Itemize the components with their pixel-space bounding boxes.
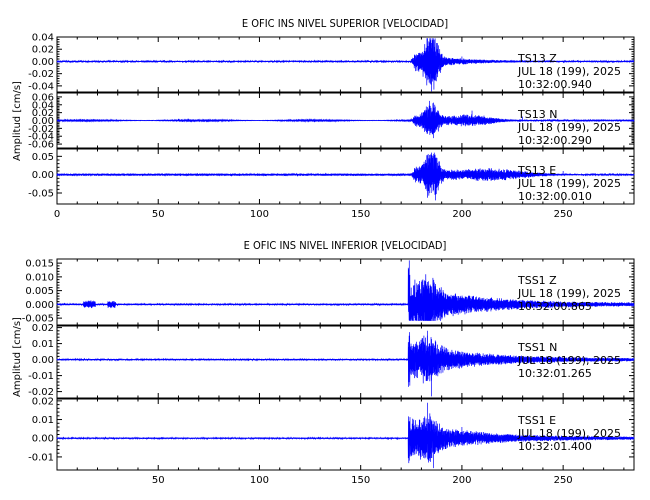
panel-upper-n-date-label: JUL 18 (199), 2025	[517, 121, 621, 134]
panel-upper-e-trace	[56, 152, 635, 201]
panel-upper-n-y-tick-label: 0.00	[32, 116, 54, 127]
x-tick-label: 200	[452, 475, 471, 486]
x-tick-label: 250	[554, 209, 573, 220]
panel-upper-n-y-tick-label: 0.04	[32, 100, 54, 111]
panel-lower-n-y-tick-label: 0.01	[32, 339, 54, 350]
x-tick-label: 100	[250, 209, 269, 220]
panel-lower-e-time-label: 10:32:01.400	[518, 440, 592, 453]
panel-lower-e-y-tick-label: -0.01	[28, 452, 54, 463]
panel-lower-e-y-tick-label: 0.02	[32, 396, 54, 407]
panel-upper-z-time-label: 10:32:00.940	[518, 78, 592, 91]
x-tick-label: 0	[54, 209, 60, 220]
panel-lower-e-date-label: JUL 18 (199), 2025	[517, 427, 621, 440]
panel-lower-n-y-tick-label: -0.01	[28, 371, 54, 382]
panel-lower-z-y-tick-label: 0.000	[25, 300, 54, 311]
panel-upper-n-station-label: TS13 N	[517, 108, 557, 121]
x-tick-label: 100	[250, 475, 269, 486]
panel-upper-n-time-label: 10:32:00.290	[518, 134, 592, 147]
panel-lower-z-time-label: 10:32:00.865	[518, 300, 592, 313]
panel-lower-n-y-tick-label: 0.02	[32, 323, 54, 334]
panel-upper-n-y-tick-label: 0.06	[32, 92, 54, 103]
lower-figure-title: E OFIC INS NIVEL INFERIOR [VELOCIDAD]	[244, 239, 447, 252]
panel-upper-n-y-tick-label: -0.06	[28, 140, 54, 151]
x-tick-label: 50	[152, 209, 165, 220]
panel-lower-z-station-label: TSS1 Z	[517, 274, 557, 287]
panel-lower-n-trace	[56, 330, 635, 397]
panel-lower-z-frame	[56, 258, 635, 326]
panel-lower-z-y-tick-label: 0.010	[25, 272, 54, 283]
panel-lower-z-y-tick-label: -0.005	[22, 314, 54, 325]
panel-lower-n-y-tick-label: 0.00	[32, 355, 54, 366]
panel-upper-e-y-tick-label: 0.00	[32, 170, 54, 181]
x-tick-label: 250	[554, 475, 573, 486]
panel-upper-z-date-label: JUL 18 (199), 2025	[517, 65, 621, 78]
lower-y-axis-label: Amplitud [cm/s]	[12, 317, 23, 397]
panel-upper-z-y-tick-label: -0.04	[28, 81, 54, 92]
panel-lower-z-y-tick-label: 0.005	[25, 286, 54, 297]
panel-lower-e-y-tick-label: 0.00	[32, 434, 54, 445]
panel-upper-e-time-label: 10:32:00.010	[518, 190, 592, 203]
panel-lower-n-time-label: 10:32:01.265	[518, 367, 592, 380]
panel-upper-z-y-tick-label: -0.02	[28, 69, 54, 80]
panel-upper-e-y-tick-label: 0.05	[32, 152, 54, 163]
panel-upper-e-date-label: JUL 18 (199), 2025	[517, 177, 621, 190]
panel-upper-z-y-tick-label: 0.00	[32, 57, 54, 68]
upper-figure-title: E OFIC INS NIVEL SUPERIOR [VELOCIDAD]	[242, 17, 448, 30]
panel-upper-e-station-label: TS13 E	[517, 164, 556, 177]
panel-lower-e-trace	[56, 402, 635, 469]
panel-lower-z-trace	[56, 260, 635, 321]
panel-upper-n-y-tick-label: -0.04	[28, 132, 54, 143]
x-tick-label: 50	[152, 475, 165, 486]
panel-upper-n-trace	[56, 100, 635, 139]
x-tick-label: 150	[351, 475, 370, 486]
panel-upper-z-y-tick-label: 0.02	[32, 45, 54, 56]
panel-upper-z-frame	[56, 36, 635, 93]
panel-upper-n-y-tick-label: 0.02	[32, 108, 54, 119]
panel-upper-e-frame	[56, 148, 635, 205]
panel-lower-n-station-label: TSS1 N	[517, 341, 557, 354]
upper-y-axis-label: Amplitud [cm/s]	[12, 81, 23, 161]
panel-lower-z-date-label: JUL 18 (199), 2025	[517, 287, 621, 300]
panel-upper-z-y-tick-label: 0.04	[32, 33, 54, 44]
panel-lower-e-station-label: TSS1 E	[517, 414, 556, 427]
panel-upper-e-y-tick-label: -0.05	[28, 189, 54, 200]
panel-lower-e-y-tick-label: 0.01	[32, 415, 54, 426]
panel-upper-z-trace	[56, 38, 635, 92]
panel-lower-n-date-label: JUL 18 (199), 2025	[517, 354, 621, 367]
panel-lower-n-y-tick-label: -0.02	[28, 387, 54, 398]
panel-lower-z-y-tick-label: 0.015	[25, 259, 54, 270]
panel-upper-z-station-label: TS13 Z	[517, 52, 557, 65]
x-tick-label: 150	[351, 209, 370, 220]
panel-lower-n-frame	[56, 325, 635, 399]
x-tick-label: 200	[452, 209, 471, 220]
panel-upper-n-y-tick-label: -0.02	[28, 124, 54, 135]
